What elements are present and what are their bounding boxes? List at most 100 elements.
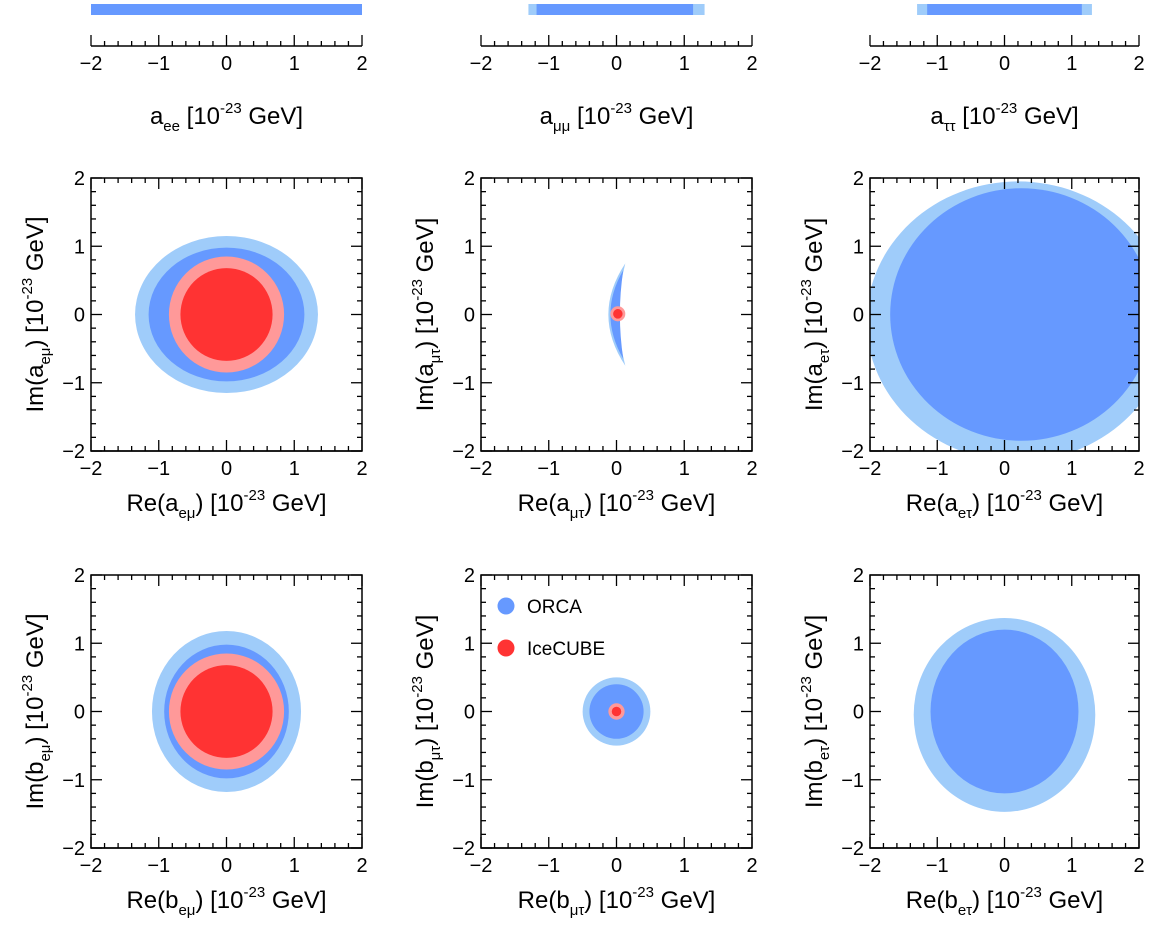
y-tick-label: −1	[452, 770, 475, 792]
y-axis-label: Im(aμτ) [10-23 GeV]	[409, 218, 444, 412]
x-tick-label: 0	[999, 855, 1010, 877]
orca-inner-region	[930, 629, 1079, 794]
x-axis-label: aee [10-23 GeV]	[150, 100, 303, 135]
x-tick-label: 1	[1066, 458, 1077, 480]
x-tick-label: 1	[679, 53, 690, 75]
x-tick-label: 1	[289, 855, 300, 877]
x-axis-label: Re(beμ) [10-23 GeV]	[126, 884, 326, 919]
x-axis-label: aμμ [10-23 GeV]	[540, 100, 694, 135]
x-tick-label: −2	[859, 53, 882, 75]
legend-label-orca: ORCA	[527, 597, 582, 618]
y-tick-label: −2	[841, 838, 864, 860]
panel-aee: −2 −1 0 1 2 aee [10-23 GeV]	[80, 4, 368, 135]
contour-regions	[913, 617, 1096, 812]
x-tick-label: 1	[289, 458, 300, 480]
panel-a_emu: −2 −1 0 1 2 −2 −1 0 1 2 Re(aeμ) [10-23 GeV] Im(aeμ)…	[19, 168, 368, 522]
x-tick-label: 1	[289, 53, 300, 75]
x-tick-label: −1	[537, 458, 560, 480]
y-tick-label: −2	[452, 838, 475, 860]
contour-regions	[582, 677, 651, 746]
y-tick-label: 1	[464, 236, 475, 258]
y-axis-label: Im(bμτ) [10-23 GeV]	[409, 615, 444, 809]
x-tick-label: 0	[999, 458, 1010, 480]
x-tick-label: −1	[147, 53, 170, 75]
x-tick-label: 1	[679, 855, 690, 877]
x-axis-label: Re(aeμ) [10-23 GeV]	[126, 487, 326, 522]
panel-atautau: −2 −1 0 1 2 aττ [10-23 GeV]	[859, 4, 1145, 135]
orca-inner-region	[890, 188, 1139, 441]
y-tick-label: 1	[853, 236, 864, 258]
x-tick-label: −2	[80, 855, 103, 877]
icecube-inner-region	[180, 665, 273, 758]
x-tick-label: 0	[221, 53, 232, 75]
contour-regions	[870, 181, 1139, 451]
x-tick-label: −2	[470, 53, 493, 75]
orca-inner-interval	[536, 4, 694, 15]
x-tick-label: −2	[859, 458, 882, 480]
x-axis-label: Re(aeτ) [10-23 GeV]	[906, 487, 1103, 522]
x-axis-label: Re(bμτ) [10-23 GeV]	[518, 884, 716, 919]
y-tick-label: 2	[464, 565, 475, 587]
y-axis-label: Im(beτ) [10-23 GeV]	[798, 615, 833, 808]
x-tick-label: 2	[1133, 53, 1144, 75]
y-tick-label: 0	[853, 305, 864, 327]
x-tick-label: 0	[221, 458, 232, 480]
panel-b_etau: −2 −1 0 1 2 −2 −1 0 1 2 Re(beτ) [10-23 GeV] Im(beτ)…	[798, 565, 1145, 919]
legend: ORCA IceCUBE	[497, 597, 605, 660]
contour-regions	[608, 263, 626, 366]
legend-label-icecube: IceCUBE	[527, 639, 605, 660]
y-tick-label: 2	[853, 168, 864, 190]
panel-a_etau: −2 −1 0 1 2 −2 −1 0 1 2 Re(aeτ) [10-23 GeV] Im(aeτ)…	[798, 168, 1145, 522]
y-tick-label: 0	[74, 305, 85, 327]
y-axis-label: Im(aeτ) [10-23 GeV]	[798, 218, 833, 411]
x-tick-label: −1	[926, 855, 949, 877]
y-tick-label: 2	[74, 168, 85, 190]
y-tick-label: 2	[464, 168, 475, 190]
x-tick-label: 0	[611, 458, 622, 480]
x-tick-label: 0	[999, 53, 1010, 75]
x-tick-label: −2	[470, 458, 493, 480]
x-tick-label: 2	[356, 855, 367, 877]
y-axis-label: Im(aeμ) [10-23 GeV]	[19, 216, 54, 412]
y-tick-label: −1	[841, 373, 864, 395]
x-tick-label: −1	[926, 458, 949, 480]
y-tick-label: 0	[74, 702, 85, 724]
x-tick-label: 0	[611, 855, 622, 877]
x-axis-label: Re(aμτ) [10-23 GeV]	[518, 487, 716, 522]
x-tick-label: 2	[356, 458, 367, 480]
x-tick-label: −1	[147, 458, 170, 480]
orca-inner-interval	[927, 4, 1082, 15]
y-tick-label: 2	[853, 565, 864, 587]
panel-b_emu: −2 −1 0 1 2 −2 −1 0 1 2 Re(beμ) [10-23 GeV] Im(beμ)…	[19, 565, 368, 919]
y-tick-label: 1	[74, 236, 85, 258]
y-tick-label: 1	[853, 633, 864, 655]
y-tick-label: 2	[74, 565, 85, 587]
x-tick-label: −2	[80, 53, 103, 75]
x-tick-label: 1	[1066, 53, 1077, 75]
x-tick-label: −1	[147, 855, 170, 877]
x-tick-label: 1	[679, 458, 690, 480]
x-tick-label: −1	[537, 53, 560, 75]
y-tick-label: −1	[62, 373, 85, 395]
x-tick-label: −2	[859, 855, 882, 877]
y-tick-label: −2	[62, 838, 85, 860]
legend-marker-icecube	[497, 639, 515, 657]
x-tick-label: 2	[356, 53, 367, 75]
legend-marker-orca	[497, 597, 515, 615]
x-tick-label: 0	[611, 53, 622, 75]
x-tick-label: 2	[1133, 855, 1144, 877]
x-tick-label: −2	[80, 458, 103, 480]
x-axis-label: Re(beτ) [10-23 GeV]	[906, 884, 1103, 919]
x-tick-label: 0	[221, 855, 232, 877]
y-tick-label: 1	[464, 633, 475, 655]
y-tick-label: 0	[464, 702, 475, 724]
panel-a_mutau: −2 −1 0 1 2 −2 −1 0 1 2 Re(aμτ) [10-23 GeV] Im(aμτ)…	[409, 168, 758, 522]
y-tick-label: −2	[62, 441, 85, 463]
y-axis-label: Im(beμ) [10-23 GeV]	[19, 613, 54, 809]
y-tick-label: −1	[62, 770, 85, 792]
y-tick-label: 1	[74, 633, 85, 655]
x-tick-label: 2	[1133, 458, 1144, 480]
x-tick-label: −2	[470, 855, 493, 877]
x-tick-label: 1	[1066, 855, 1077, 877]
